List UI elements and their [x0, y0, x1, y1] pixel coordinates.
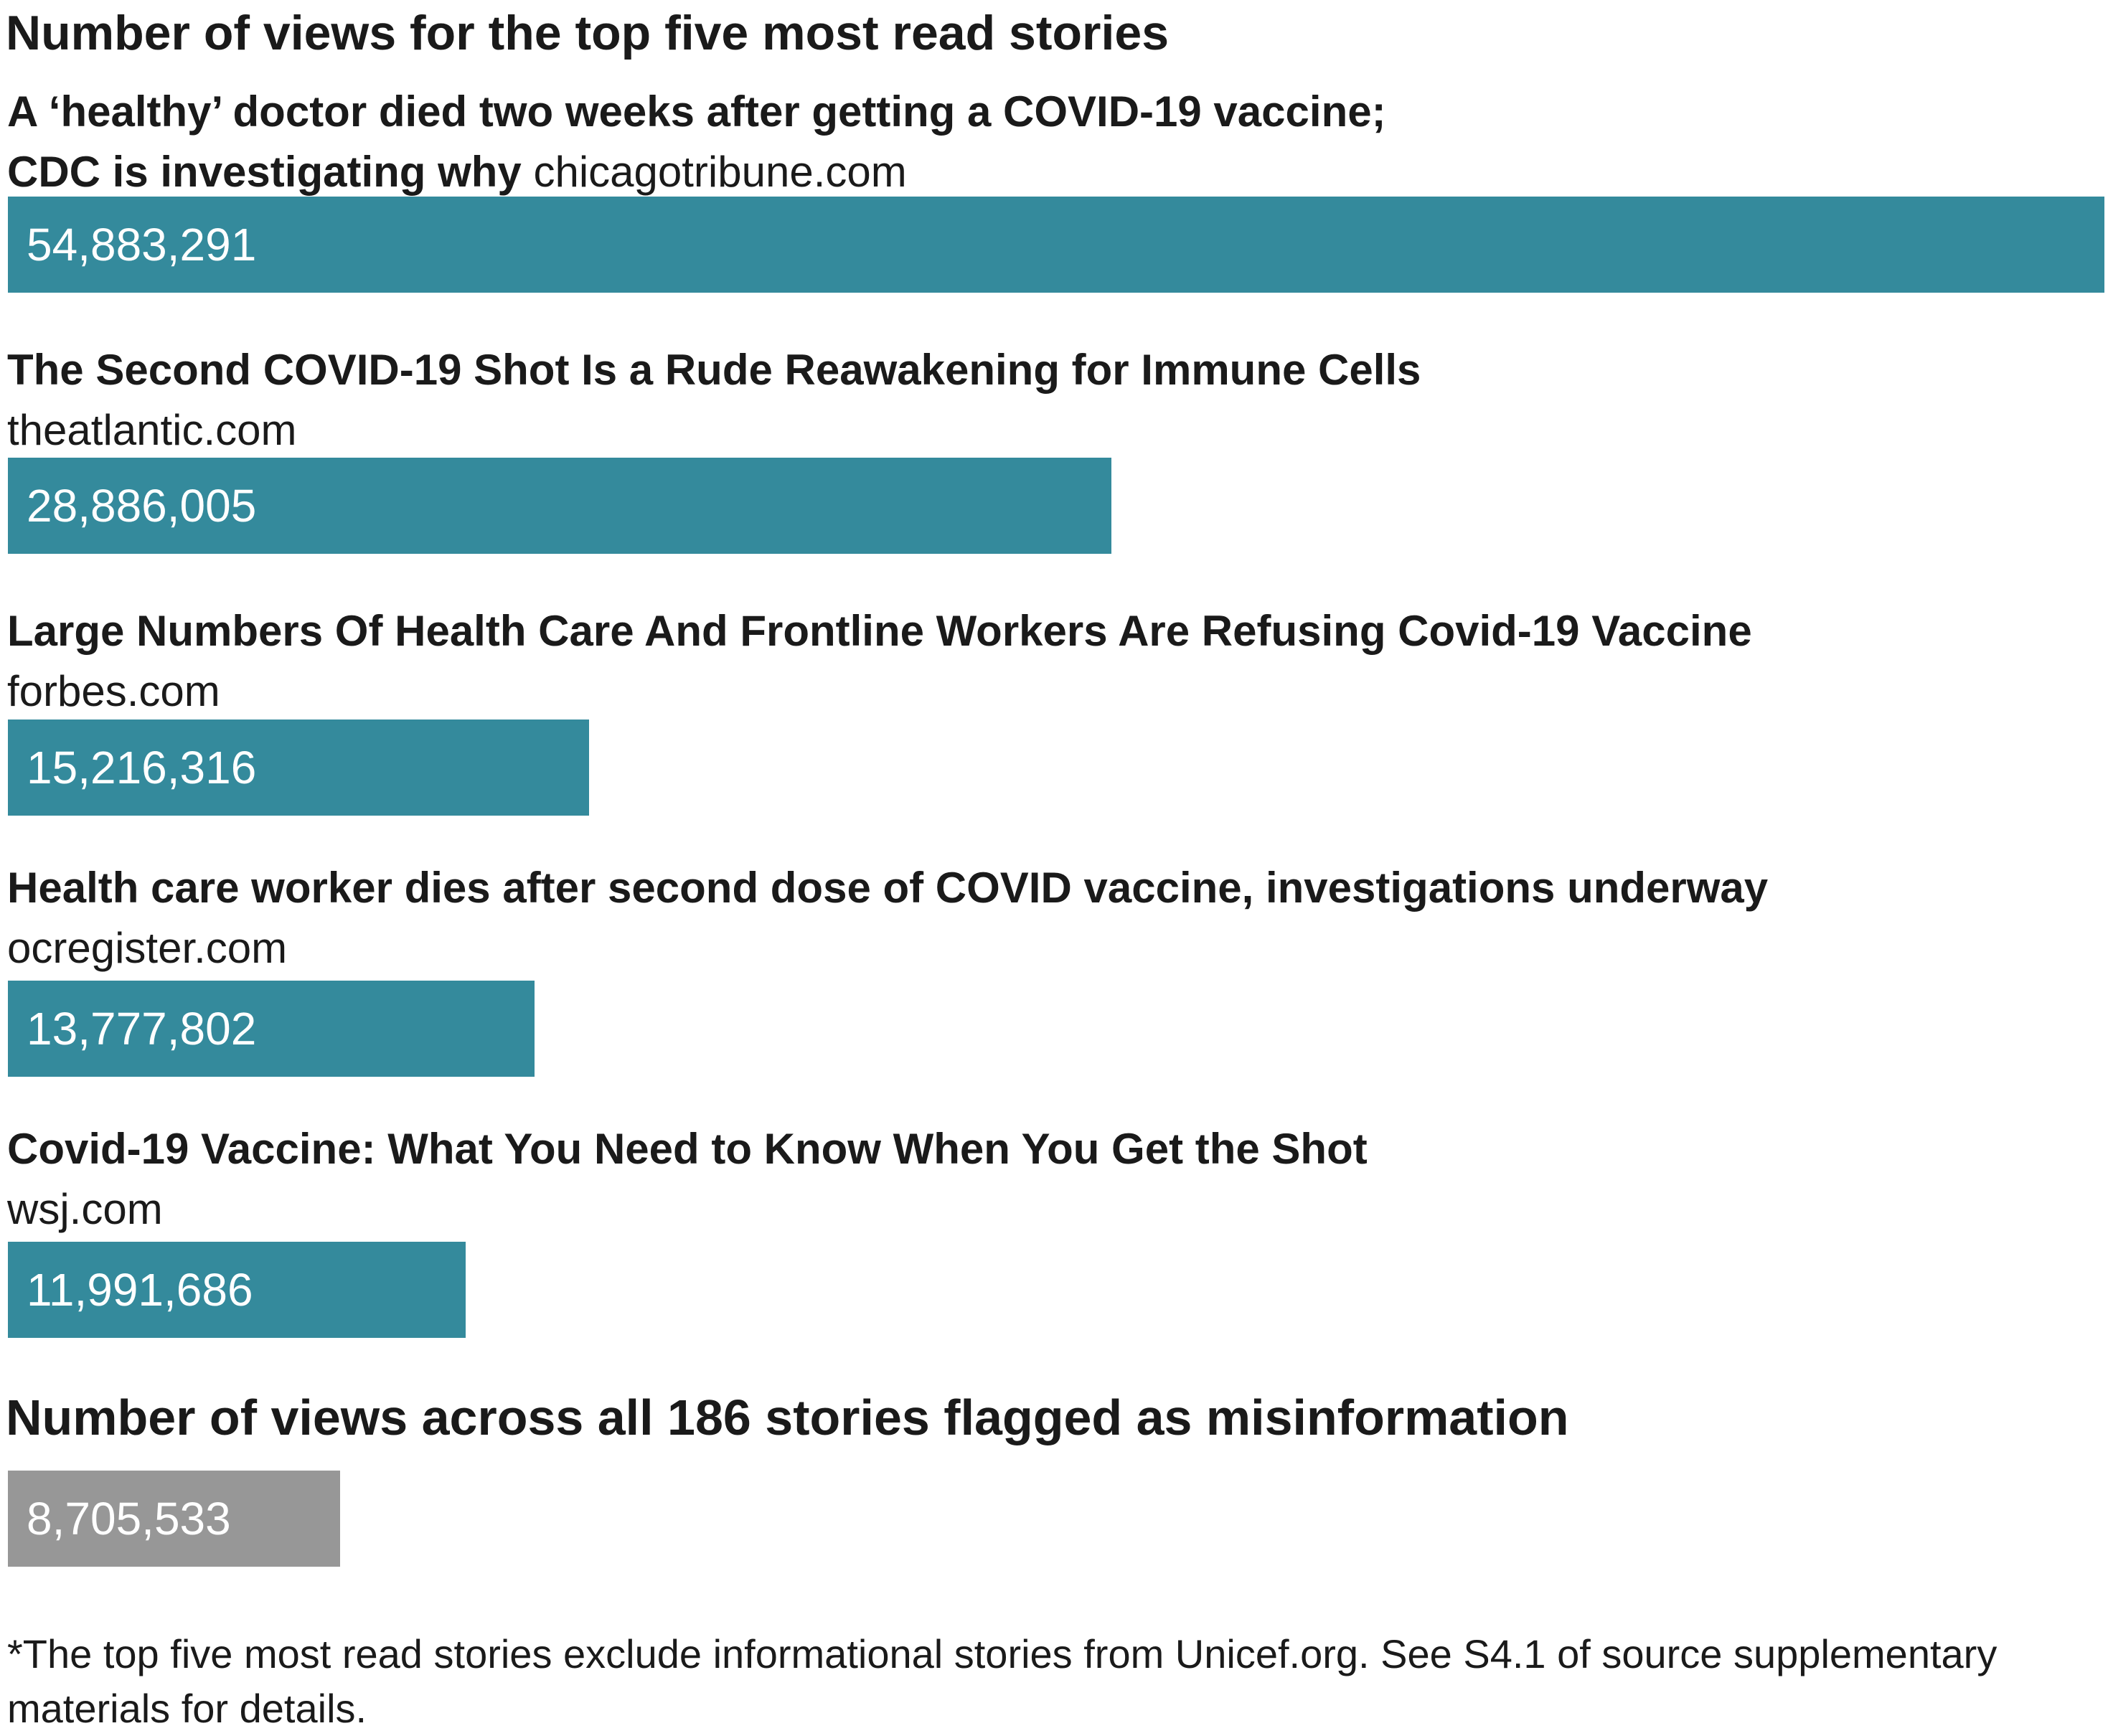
- view-count-bar: 54,883,291: [8, 197, 2104, 293]
- view-count-bar: 15,216,316: [8, 720, 589, 816]
- story-headline: Large Numbers Of Health Care And Frontli…: [7, 607, 1752, 655]
- story-domain: forbes.com: [7, 667, 220, 715]
- view-count-bar: 28,886,005: [8, 458, 1111, 554]
- story-title: A ‘healthy’ doctor died two weeks after …: [7, 82, 1386, 202]
- bar-value-label: 54,883,291: [27, 219, 257, 270]
- footnote: *The top five most read stories exclude …: [7, 1631, 1998, 1731]
- story-domain: ocregister.com: [7, 924, 288, 972]
- comparison-bar: 8,705,533: [8, 1471, 340, 1567]
- view-count-bar: 11,991,686: [8, 1242, 466, 1338]
- story-domain: theatlantic.com: [7, 406, 297, 454]
- comparison-value-label: 8,705,533: [27, 1493, 231, 1544]
- story-domain: wsj.com: [7, 1185, 163, 1233]
- story-headline: Covid-19 Vaccine: What You Need to Know …: [7, 1125, 1368, 1173]
- bar-value-label: 28,886,005: [27, 480, 257, 532]
- story-domain: chicagotribune.com: [533, 148, 907, 196]
- story-title: Large Numbers Of Health Care And Frontli…: [7, 601, 1752, 722]
- story-headline: CDC is investigating why: [7, 148, 522, 196]
- bar-value-label: 13,777,802: [27, 1003, 257, 1055]
- story-title: Covid-19 Vaccine: What You Need to Know …: [7, 1119, 1368, 1240]
- story-headline: The Second COVID-19 Shot Is a Rude Reawa…: [7, 346, 1421, 394]
- story-headline: A ‘healthy’ doctor died two weeks after …: [7, 88, 1386, 136]
- story-title: Health care worker dies after second dos…: [7, 858, 1768, 978]
- chart-title: Number of views for the top five most re…: [6, 6, 1170, 60]
- story-headline: Health care worker dies after second dos…: [7, 864, 1769, 912]
- comparison-title: Number of views across all 186 stories f…: [6, 1390, 1569, 1445]
- story-title: The Second COVID-19 Shot Is a Rude Reawa…: [7, 340, 1421, 461]
- bar-value-label: 11,991,686: [27, 1264, 253, 1316]
- view-count-bar: 13,777,802: [8, 981, 535, 1077]
- bar-value-label: 15,216,316: [27, 742, 257, 793]
